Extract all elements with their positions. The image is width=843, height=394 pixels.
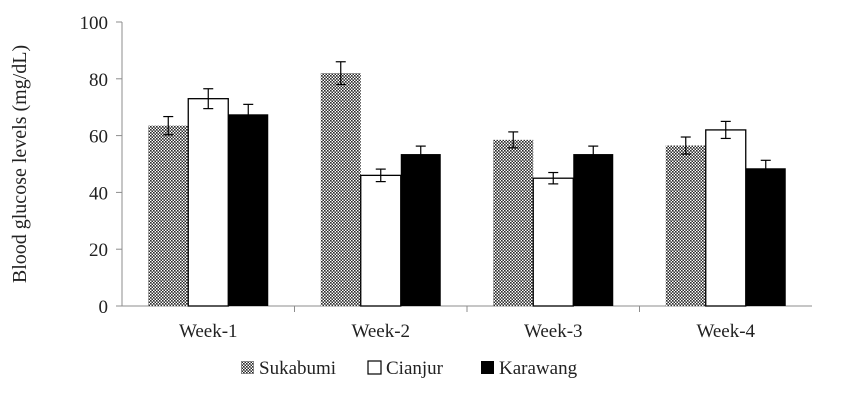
x-tick-label: Week-2: [351, 321, 410, 342]
error-bar: [163, 115, 174, 136]
x-tick-label: Week-3: [524, 321, 583, 342]
bar-karawang-week-3: [573, 154, 614, 306]
error-bar: [680, 136, 691, 155]
error-bar: [203, 88, 214, 110]
legend-label: Sukabumi: [259, 358, 336, 379]
error-bar: [375, 168, 386, 183]
y-axis-label: Blood glucose levels (mg/dL): [9, 45, 31, 283]
bar-karawang-week-1: [228, 114, 269, 306]
error-bar: [243, 103, 254, 125]
legend-swatch: [481, 361, 494, 374]
legend-item-cianjur: Cianjur: [367, 358, 444, 379]
y-tick-label: 60: [89, 127, 108, 148]
legend-item-sukabumi: Sukabumi: [241, 358, 336, 379]
bar-cianjur-week-4: [705, 129, 747, 307]
error-bar: [588, 145, 599, 163]
bar-cianjur-week-1: [187, 98, 229, 307]
bar-cianjur-week-2: [360, 174, 402, 307]
error-bar: [548, 171, 559, 185]
bar-cianjur-week-3: [532, 177, 574, 307]
legend-label: Karawang: [499, 358, 578, 379]
y-tick-label: 100: [80, 13, 109, 34]
bar-karawang-week-4: [745, 168, 786, 306]
error-bar: [335, 61, 346, 86]
error-bar: [508, 131, 519, 149]
y-tick-label: 80: [89, 70, 108, 91]
legend-item-karawang: Karawang: [481, 358, 578, 379]
error-bar: [760, 159, 771, 177]
bar-karawang-week-2: [400, 154, 441, 306]
y-tick-label: 20: [89, 240, 108, 261]
x-tick-label: Week-1: [179, 321, 238, 342]
error-bar: [415, 145, 426, 163]
y-tick-label: 40: [89, 183, 108, 204]
bar-sukabumi-week-1: [148, 125, 189, 306]
bar-sukabumi-week-2: [320, 73, 361, 307]
error-bar: [720, 120, 731, 140]
bar-sukabumi-week-4: [665, 145, 706, 306]
legend-label: Cianjur: [386, 358, 444, 379]
bar-sukabumi-week-3: [493, 139, 534, 306]
legend-swatch: [241, 361, 254, 374]
legend-swatch: [367, 360, 382, 375]
legend: Sukabumi Cianjur Karawang: [241, 358, 578, 379]
y-tick-label: 0: [99, 297, 109, 318]
x-tick-label: Week-4: [696, 321, 755, 342]
bars: [148, 61, 786, 307]
